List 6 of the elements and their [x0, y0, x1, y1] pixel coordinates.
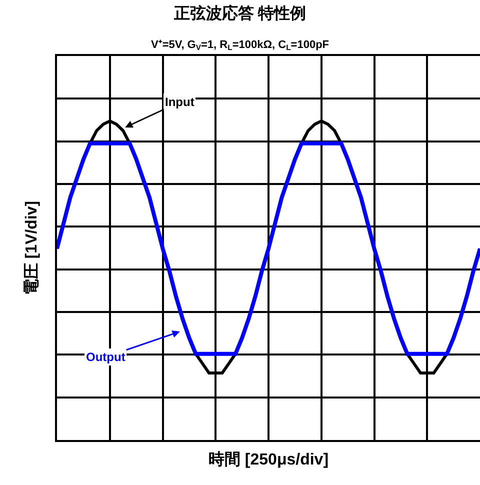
x-axis-title: 時間 [250μs/div] [208, 450, 329, 469]
chart-subtitle: V⁺=5V, G$_{V}$=1, R$_{L}$=100kΩ, C$_{L}$=100pF [150, 38, 330, 52]
text: Input [165, 95, 194, 109]
y-axis-title: 電圧 [1V/div] [22, 200, 40, 296]
text: Output [86, 350, 126, 364]
chart-title: 正弦波応答 特性例 [172, 3, 306, 22]
